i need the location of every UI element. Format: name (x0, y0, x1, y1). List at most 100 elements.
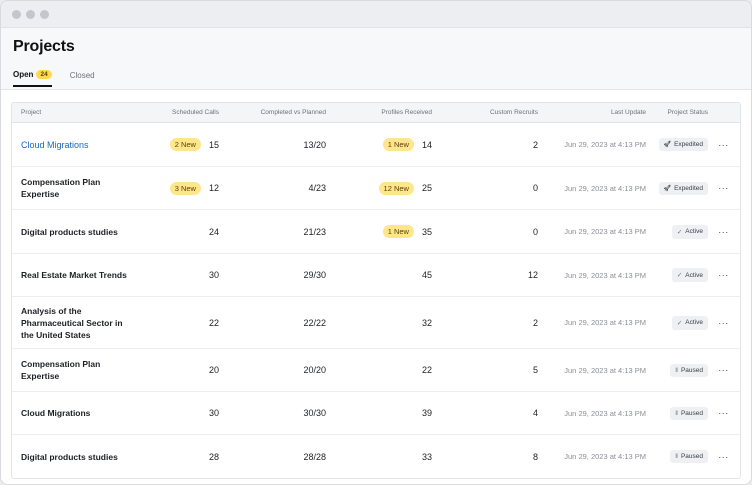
more-options-icon[interactable]: ··· (718, 139, 729, 150)
check-icon: ✓ (676, 228, 683, 236)
table-row[interactable]: Real Estate Market Trends 30 29/30 45 12… (12, 254, 740, 297)
status-badge: ✓ Active (671, 268, 708, 282)
last-update-value: Jun 29, 2023 at 4:13 PM (564, 183, 646, 193)
last-update-value: Jun 29, 2023 at 4:13 PM (564, 365, 646, 375)
profiles-received-cell: 1 New 14 (329, 138, 435, 151)
project-name[interactable]: Cloud Migrations (21, 408, 91, 418)
status-label: Paused (680, 409, 703, 417)
status-cell: ✓ Active (646, 224, 711, 239)
table-row[interactable]: Digital products studies 28 28/28 33 8 J… (12, 435, 740, 478)
column-header-custom-recruits[interactable]: Custom Recruits (489, 109, 538, 116)
project-cell: Analysis of the Pharmaceutical Sector in… (12, 305, 132, 341)
completed-vs-planned-value: 4/23 (308, 183, 326, 193)
more-actions-cell: ··· (711, 318, 736, 328)
custom-recruits-value: 0 (532, 183, 538, 193)
scheduled-calls-cell: 20 (132, 365, 222, 375)
more-options-icon[interactable]: ··· (718, 317, 729, 328)
new-badge: 1 New (382, 225, 414, 238)
profiles-received-cell: 1 New 35 (329, 225, 435, 238)
project-name[interactable]: Real Estate Market Trends (21, 270, 127, 280)
custom-recruits-value: 5 (532, 365, 538, 375)
scheduled-calls-value: 30 (208, 270, 219, 280)
more-options-icon[interactable]: ··· (718, 408, 729, 418)
project-name[interactable]: Compensation Plan Expertise (21, 177, 101, 199)
project-name[interactable]: Compensation Plan Expertise (21, 359, 101, 381)
table-body: Cloud Migrations 2 New 15 13/20 1 New 14… (12, 123, 740, 478)
completed-vs-planned-value: 22/22 (303, 317, 326, 328)
new-badge: 1 New (382, 138, 414, 151)
pause-icon: ‖ (675, 409, 678, 417)
profiles-received-value: 35 (421, 226, 432, 237)
column-header-last-update[interactable]: Last Update (610, 109, 646, 116)
title-bar (1, 1, 751, 28)
column-header-scheduled-calls[interactable]: Scheduled Calls (172, 109, 219, 116)
column-header-completed-vs-planned[interactable]: Completed vs Planned (260, 109, 326, 116)
scheduled-calls-cell: 28 (132, 452, 222, 462)
tab-open[interactable]: Open 24 (13, 70, 52, 87)
status-label: Paused (680, 453, 703, 460)
tab-label: Open (13, 70, 34, 79)
last-update-value: Jun 29, 2023 at 4:13 PM (564, 452, 646, 461)
completed-vs-planned-value: 28/28 (303, 451, 326, 462)
custom-recruits-value: 2 (532, 317, 538, 328)
tab-count-badge: 24 (36, 70, 52, 79)
table-row[interactable]: Cloud Migrations 2 New 15 13/20 1 New 14… (12, 123, 740, 167)
last-update-value: Jun 29, 2023 at 4:13 PM (564, 227, 646, 236)
profiles-received-value: 25 (421, 183, 432, 193)
last-update-value: Jun 29, 2023 at 4:13 PM (564, 318, 646, 327)
more-options-icon[interactable]: ··· (718, 183, 729, 193)
project-cell: Digital products studies (12, 226, 132, 238)
profiles-received-cell: 22 (329, 365, 435, 375)
profiles-received-cell: 32 (329, 318, 435, 328)
project-name[interactable]: Analysis of the Pharmaceutical Sector in… (21, 305, 123, 340)
column-header-project-status[interactable]: Project Status (667, 109, 708, 116)
profiles-received-value: 32 (421, 317, 432, 328)
new-badge: 3 New (169, 181, 201, 195)
main-content: Project Scheduled Calls Completed vs Pla… (1, 90, 751, 484)
tab-closed[interactable]: Closed (70, 70, 95, 87)
window-control-dot[interactable] (40, 9, 49, 19)
table-row[interactable]: Cloud Migrations 30 30/30 39 4 Jun 29, 2… (12, 392, 740, 435)
more-options-icon[interactable]: ··· (718, 365, 729, 375)
more-options-icon[interactable]: ··· (718, 226, 729, 237)
project-name[interactable]: Digital products studies (21, 451, 118, 462)
project-name[interactable]: Digital products studies (21, 226, 118, 237)
profiles-received-cell: 33 (329, 452, 435, 462)
more-actions-cell: ··· (711, 140, 736, 150)
check-icon: ✓ (676, 319, 683, 327)
project-name[interactable]: Cloud Migrations (21, 139, 89, 150)
project-cell: Cloud Migrations (12, 139, 132, 151)
page-title: Projects (13, 38, 75, 55)
column-header-project[interactable]: Project (21, 109, 42, 116)
profiles-received-cell: 45 (329, 270, 435, 280)
profiles-received-value: 14 (421, 139, 432, 150)
status-label: Paused (680, 366, 703, 374)
status-badge: ✓ Active (671, 315, 708, 330)
more-options-icon[interactable]: ··· (718, 451, 729, 462)
more-actions-cell: ··· (711, 408, 736, 418)
check-icon: ✓ (676, 272, 683, 279)
status-label: Active (685, 319, 703, 326)
table-row[interactable]: Analysis of the Pharmaceutical Sector in… (12, 297, 740, 349)
table-row[interactable]: Digital products studies 24 21/23 1 New … (12, 210, 740, 254)
table-row[interactable]: Compensation Plan Expertise 3 New 12 4/2… (12, 167, 740, 210)
status-label: Active (685, 271, 703, 279)
status-badge: ‖ Paused (670, 363, 708, 377)
scheduled-calls-value: 28 (208, 451, 219, 462)
status-cell: ‖ Paused (646, 406, 711, 420)
profiles-received-cell: 39 (329, 408, 435, 418)
more-options-icon[interactable]: ··· (718, 270, 729, 280)
scheduled-calls-cell: 3 New 12 (132, 181, 222, 195)
custom-recruits-value: 2 (532, 139, 538, 150)
pause-icon: ‖ (675, 366, 678, 374)
table-row[interactable]: Compensation Plan Expertise 20 20/20 22 … (12, 349, 740, 392)
new-badge: 12 New (378, 181, 414, 195)
scheduled-calls-cell: 22 (132, 318, 222, 328)
column-header-profiles-received[interactable]: Profiles Received (381, 109, 432, 116)
window-control-dot[interactable] (26, 9, 35, 19)
window-control-dot[interactable] (12, 9, 21, 19)
status-label: Expedited (674, 141, 703, 148)
page-header: Projects Open 24 Closed (1, 28, 751, 90)
scheduled-calls-value: 30 (208, 408, 219, 418)
more-actions-cell: ··· (711, 452, 736, 462)
